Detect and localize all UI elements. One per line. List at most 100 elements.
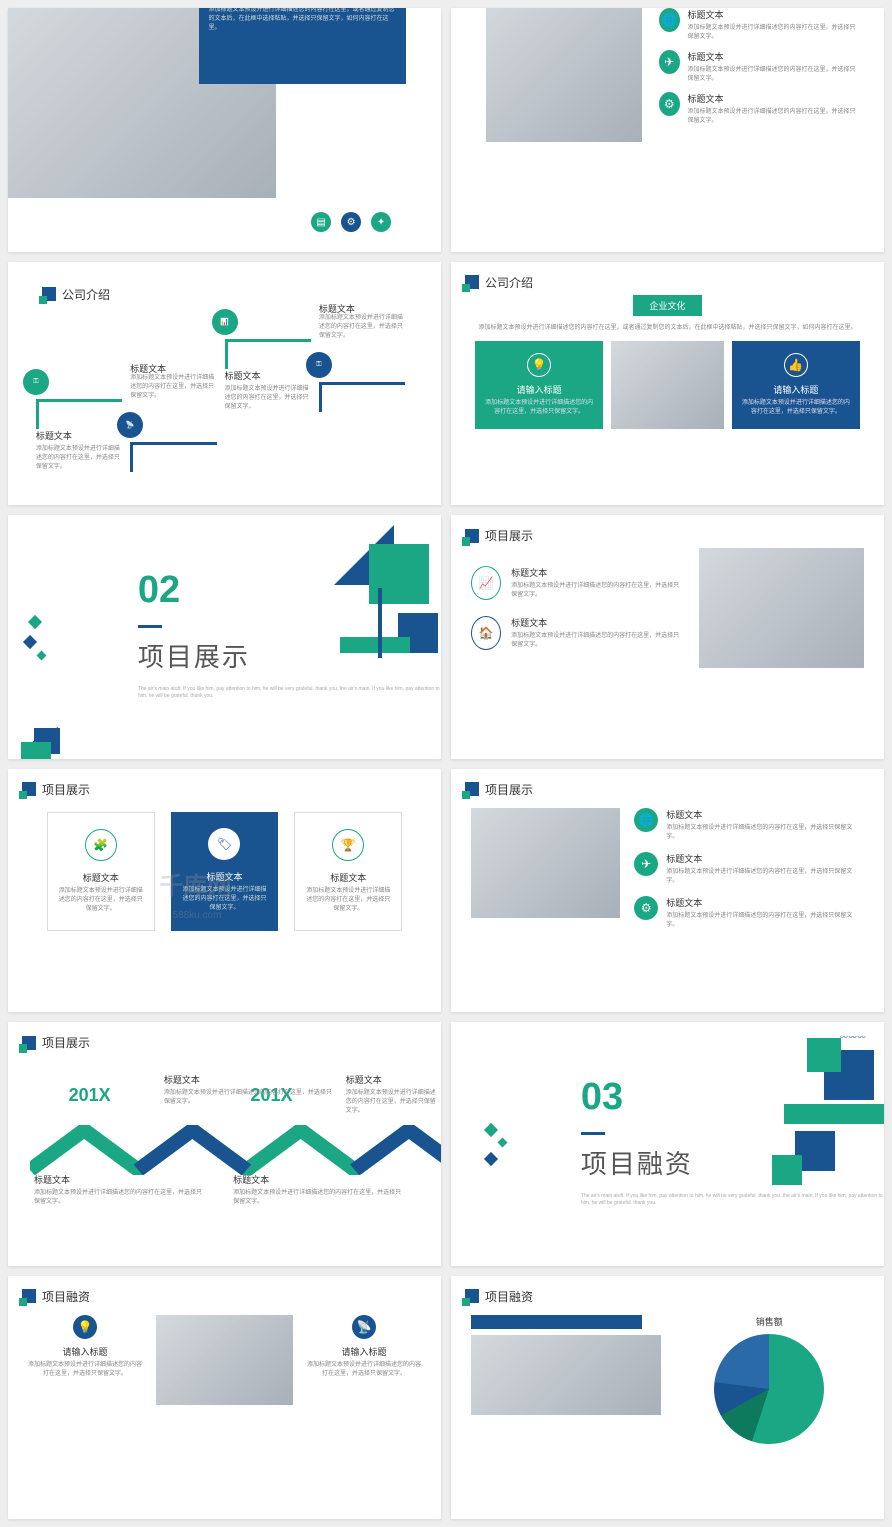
square-accent bbox=[21, 742, 51, 759]
item-desc: 添加标题文本预设并进行详细描述您的内容打在这里，并选择只保留文字。 bbox=[688, 24, 859, 42]
item-title: 标题文本 bbox=[688, 8, 859, 21]
slide-body: 💡 请输入标题 添加标题文本预设并进行详细描述您的内容打在这里，并选择只保留文字… bbox=[8, 1309, 441, 1411]
line-accent bbox=[378, 588, 382, 658]
header-accent-icon bbox=[42, 287, 56, 301]
item-desc: 添加标题文本预设并进行详细描述您的内容打在这里，并选择只保留文字。 bbox=[511, 582, 685, 600]
card-desc: 添加标题文本预设并进行详细描述您的内容打在这里，并选择只保留文字。 bbox=[740, 399, 852, 417]
slide-grid: 添加标题文本预设并进行详细描述您的内容打在这里，或者通过复制您的文本后，在此框中… bbox=[8, 8, 884, 1519]
slide-7: 项目展示 🧩 标题文本 添加标题文本预设并进行详细描述您的内容打在这里，并选择只… bbox=[8, 769, 441, 1013]
section-number: 03 bbox=[581, 1076, 623, 1119]
list-item: 📈 标题文本添加标题文本预设并进行详细描述您的内容打在这里，并选择只保留文字。 bbox=[471, 566, 685, 600]
step-line bbox=[130, 442, 216, 472]
header-accent-icon bbox=[465, 782, 479, 796]
square-accent bbox=[772, 1155, 802, 1185]
header-accent-icon bbox=[22, 1289, 36, 1303]
item-title: 标题文本 bbox=[688, 50, 859, 63]
header-accent-icon bbox=[22, 1036, 36, 1050]
photo-placeholder bbox=[611, 341, 723, 429]
pie-chart bbox=[714, 1334, 824, 1444]
slide-4: 公司介绍 企业文化 添加标题文本预设并进行详细描述您的内容打在这里，或者通过复制… bbox=[451, 262, 884, 506]
step-desc: 添加标题文本预设并进行详细描述您的内容打在这里，并选择只保留文字。 bbox=[36, 445, 122, 472]
diamond-accent bbox=[484, 1122, 498, 1136]
slide-header: 项目展示 bbox=[8, 1022, 441, 1055]
tag-icon: 🏷 bbox=[208, 828, 240, 860]
diamond-accent bbox=[28, 615, 42, 629]
slide-1: 添加标题文本预设并进行详细描述您的内容打在这里，或者通过复制您的文本后，在此框中… bbox=[8, 8, 441, 252]
col-title: 请输入标题 bbox=[307, 1345, 421, 1358]
home-icon: 🏠 bbox=[471, 616, 501, 650]
step-title: 标题文本 bbox=[36, 429, 122, 442]
bulb-icon: 💡 bbox=[73, 1315, 97, 1339]
shape-cluster bbox=[719, 1022, 884, 1217]
box-desc: 添加标题文本预设并进行详细描述您的内容打在这里，或者通过复制您的文本后，在此框中… bbox=[209, 8, 397, 33]
card-desc: 添加标题文本预设并进行详细描述您的内容打在这里，并选择只保留文字。 bbox=[483, 399, 595, 417]
section-subtitle: The air's main atuft. If you like him, p… bbox=[581, 1193, 884, 1208]
timeline-item: 标题文本添加标题文本预设并进行详细描述您的内容打在这里，并选择只保留文字。 bbox=[233, 1173, 406, 1207]
info-card: 💡 请输入标题 添加标题文本预设并进行详细描述您的内容打在这里，并选择只保留文字… bbox=[475, 341, 603, 429]
header-title: 项目展示 bbox=[42, 781, 90, 798]
item-title: 标题文本 bbox=[666, 852, 864, 865]
slide-3: 公司介绍 ⚿ 标题文本 添加标题文本预设并进行详细描述您的内容打在这里，并选择只… bbox=[8, 262, 441, 506]
zigzag-shape bbox=[30, 1125, 441, 1175]
list-item: 🌐 标题文本添加标题文本预设并进行详细描述您的内容打在这里，并选择只保留文字。 bbox=[659, 8, 858, 42]
key-icon: ⚿ bbox=[23, 369, 49, 395]
diamond-accent bbox=[484, 1152, 498, 1166]
antenna-icon: 📡 bbox=[352, 1315, 376, 1339]
card-desc: 添加标题文本预设并进行详细描述您的内容打在这里，并选择只保留文字。 bbox=[181, 886, 269, 913]
slide-header: 公司介绍 bbox=[28, 274, 421, 307]
step-desc: 添加标题文本预设并进行详细描述您的内容打在这里，并选择只保留文字。 bbox=[130, 374, 216, 401]
item-desc: 添加标题文本预设并进行详细描述您的内容打在这里，并选择只保留文字。 bbox=[511, 632, 685, 650]
list-item: ⚙标题文本添加标题文本预设并进行详细描述您的内容打在这里，并选择只保留文字。 bbox=[634, 896, 864, 930]
info-column: 💡 请输入标题 添加标题文本预设并进行详细描述您的内容打在这里，并选择只保留文字… bbox=[28, 1315, 142, 1405]
header-title: 项目展示 bbox=[42, 1034, 90, 1051]
card-title: 标题文本 bbox=[58, 871, 144, 884]
step-line bbox=[225, 339, 311, 369]
item-list: 📈 标题文本添加标题文本预设并进行详细描述您的内容打在这里，并选择只保留文字。 … bbox=[471, 566, 685, 650]
diamond-accent bbox=[23, 635, 37, 649]
list-item: ✈标题文本添加标题文本预设并进行详细描述您的内容打在这里，并选择只保留文字。 bbox=[634, 852, 864, 886]
item-list: 🌐 标题文本添加标题文本预设并进行详细描述您的内容打在这里，并选择只保留文字。 … bbox=[659, 8, 858, 126]
header-accent-icon bbox=[465, 529, 479, 543]
card-title: 标题文本 bbox=[181, 870, 269, 883]
photo-placeholder bbox=[471, 1335, 661, 1415]
slide-11: 项目融资 💡 请输入标题 添加标题文本预设并进行详细描述您的内容打在这里，并选择… bbox=[8, 1276, 441, 1520]
globe-icon: 🌐 bbox=[659, 8, 680, 32]
overlay-box: 添加标题文本预设并进行详细描述您的内容打在这里，或者通过复制您的文本后，在此框中… bbox=[199, 8, 407, 84]
header-title: 项目融资 bbox=[42, 1288, 90, 1305]
step-line bbox=[36, 399, 122, 429]
square-accent bbox=[807, 1038, 841, 1072]
photo-placeholder bbox=[699, 548, 864, 668]
body-desc: 添加标题文本预设并进行详细描述您的内容打在这里，或者通过复制您的文本后，在此框中… bbox=[475, 324, 860, 333]
step-desc: 添加标题文本预设并进行详细描述您的内容打在这里，并选择只保留文字。 bbox=[319, 314, 405, 341]
step-title: 标题文本 bbox=[225, 369, 311, 382]
header-title: 项目展示 bbox=[485, 781, 533, 798]
thumbs-up-icon: 👍 bbox=[784, 353, 808, 377]
bulb-icon: 💡 bbox=[527, 353, 551, 377]
col-desc: 添加标题文本预设并进行详细描述您的内容打在这里，并选择只保留文字。 bbox=[307, 1361, 421, 1379]
photo-placeholder bbox=[471, 808, 620, 918]
item-title: 标题文本 bbox=[511, 616, 685, 629]
culture-badge: 企业文化 bbox=[633, 295, 701, 316]
item-title: 标题文本 bbox=[688, 92, 859, 105]
slide-body: 企业文化 添加标题文本预设并进行详细描述您的内容打在这里，或者通过复制您的文本后… bbox=[451, 295, 884, 429]
info-card: 🧩 标题文本 添加标题文本预设并进行详细描述您的内容打在这里，并选择只保留文字。 bbox=[47, 812, 155, 931]
header-title: 公司介绍 bbox=[62, 286, 110, 303]
shape-cluster bbox=[285, 515, 441, 759]
timeline-item: 标题文本添加标题文本预设并进行详细描述您的内容打在这里，并选择只保留文字。 bbox=[164, 1073, 337, 1107]
item-title: 标题文本 bbox=[164, 1073, 337, 1086]
list-item: 🌐标题文本添加标题文本预设并进行详细描述您的内容打在这里，并选择只保留文字。 bbox=[634, 808, 864, 842]
item-title: 标题文本 bbox=[233, 1173, 406, 1186]
timeline-item: 标题文本添加标题文本预设并进行详细描述您的内容打在这里，并选择只保留文字。 bbox=[34, 1173, 207, 1207]
item-title: 标题文本 bbox=[666, 896, 864, 909]
card-desc: 添加标题文本预设并进行详细描述您的内容打在这里，并选择只保留文字。 bbox=[58, 887, 144, 914]
slide-12: 项目融资 销售额 bbox=[451, 1276, 884, 1520]
photo-placeholder bbox=[486, 8, 642, 142]
section-subtitle: The air's main atuft. If you like him, p… bbox=[138, 686, 441, 701]
slide-section-3: 〰〰〰 03 项目融资 The air's main atuft. If you… bbox=[451, 1022, 884, 1266]
step-desc: 添加标题文本预设并进行详细描述您的内容打在这里，并选择只保留文字。 bbox=[225, 385, 311, 412]
col-desc: 添加标题文本预设并进行详细描述您的内容打在这里，并选择只保留文字。 bbox=[28, 1361, 142, 1379]
item-title: 标题文本 bbox=[34, 1173, 207, 1186]
section-underline bbox=[138, 625, 162, 628]
header-accent-icon bbox=[22, 782, 36, 796]
year-label: 201X bbox=[69, 1085, 111, 1106]
